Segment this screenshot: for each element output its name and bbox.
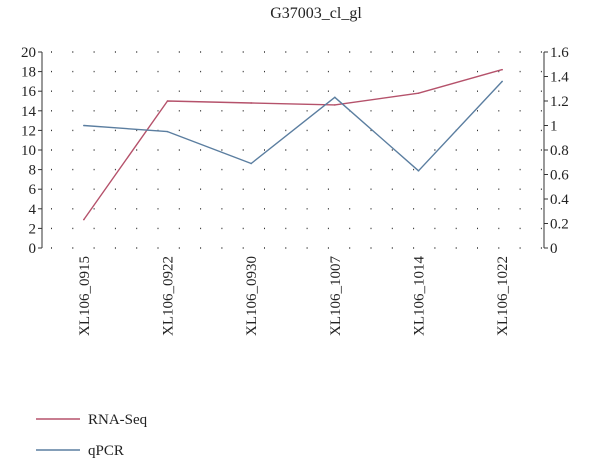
x-tick-label: XL106_1007 bbox=[328, 256, 344, 336]
left-tick-label: 2 bbox=[29, 221, 37, 237]
x-tick-label: XL106_0922 bbox=[161, 256, 177, 336]
data-point bbox=[417, 170, 420, 172]
left-tick-label: 20 bbox=[21, 45, 36, 61]
right-tick-label: 0.8 bbox=[550, 143, 569, 159]
data-point bbox=[417, 92, 420, 94]
data-point bbox=[83, 124, 85, 127]
x-axis: XL106_0915 XL106_0922 XL106_0930 XL106_1007… bbox=[77, 256, 511, 336]
right-tick-label: 1.4 bbox=[550, 70, 569, 86]
chart-title: G37003_cl_gl bbox=[270, 5, 362, 22]
data-point bbox=[250, 162, 252, 165]
x-tick-label: XL106_1022 bbox=[495, 256, 511, 336]
left-tick-label: 14 bbox=[21, 104, 37, 120]
right-tick-label: 1.6 bbox=[550, 45, 569, 61]
data-point bbox=[166, 100, 169, 102]
legend-label: RNA-Seq bbox=[88, 412, 148, 428]
left-tick-label: 12 bbox=[21, 123, 36, 139]
left-y-axis: 0 2 4 6 8 10 12 14 16 18 20 bbox=[21, 45, 42, 257]
data-point bbox=[501, 68, 503, 71]
data-point bbox=[334, 96, 336, 99]
legend: RNA-Seq qPCR bbox=[36, 412, 148, 459]
left-tick-label: 0 bbox=[29, 241, 37, 257]
x-tick-label: XL106_0930 bbox=[244, 256, 260, 336]
right-tick-label: 0 bbox=[550, 241, 558, 257]
x-tick-label: XL106_1014 bbox=[412, 256, 428, 336]
left-tick-label: 16 bbox=[21, 84, 37, 100]
axes bbox=[41, 52, 545, 248]
x-tick-label: XL106_0915 bbox=[77, 256, 93, 336]
left-tick-label: 10 bbox=[21, 143, 36, 159]
right-y-axis: 0 0.2 0.4 0.6 0.8 1 1.2 1.4 1.6 bbox=[544, 45, 569, 257]
right-tick-label: 1 bbox=[550, 119, 558, 135]
left-tick-label: 4 bbox=[29, 202, 37, 218]
legend-label: qPCR bbox=[88, 443, 124, 459]
data-point bbox=[83, 218, 85, 221]
right-tick-label: 1.2 bbox=[550, 94, 569, 110]
series-group bbox=[83, 68, 503, 221]
data-point bbox=[250, 102, 252, 104]
data-point bbox=[334, 104, 336, 106]
left-tick-label: 18 bbox=[21, 65, 36, 81]
right-tick-label: 0.4 bbox=[550, 192, 569, 208]
series-line-qpcr bbox=[83, 80, 503, 172]
grid bbox=[51, 51, 544, 249]
data-point bbox=[501, 80, 503, 83]
left-tick-label: 6 bbox=[29, 182, 37, 198]
left-tick-label: 8 bbox=[29, 163, 37, 179]
data-point bbox=[166, 130, 169, 133]
right-tick-label: 0.2 bbox=[550, 217, 569, 233]
series-line-rna-seq bbox=[83, 68, 503, 221]
right-tick-label: 0.6 bbox=[550, 168, 569, 184]
